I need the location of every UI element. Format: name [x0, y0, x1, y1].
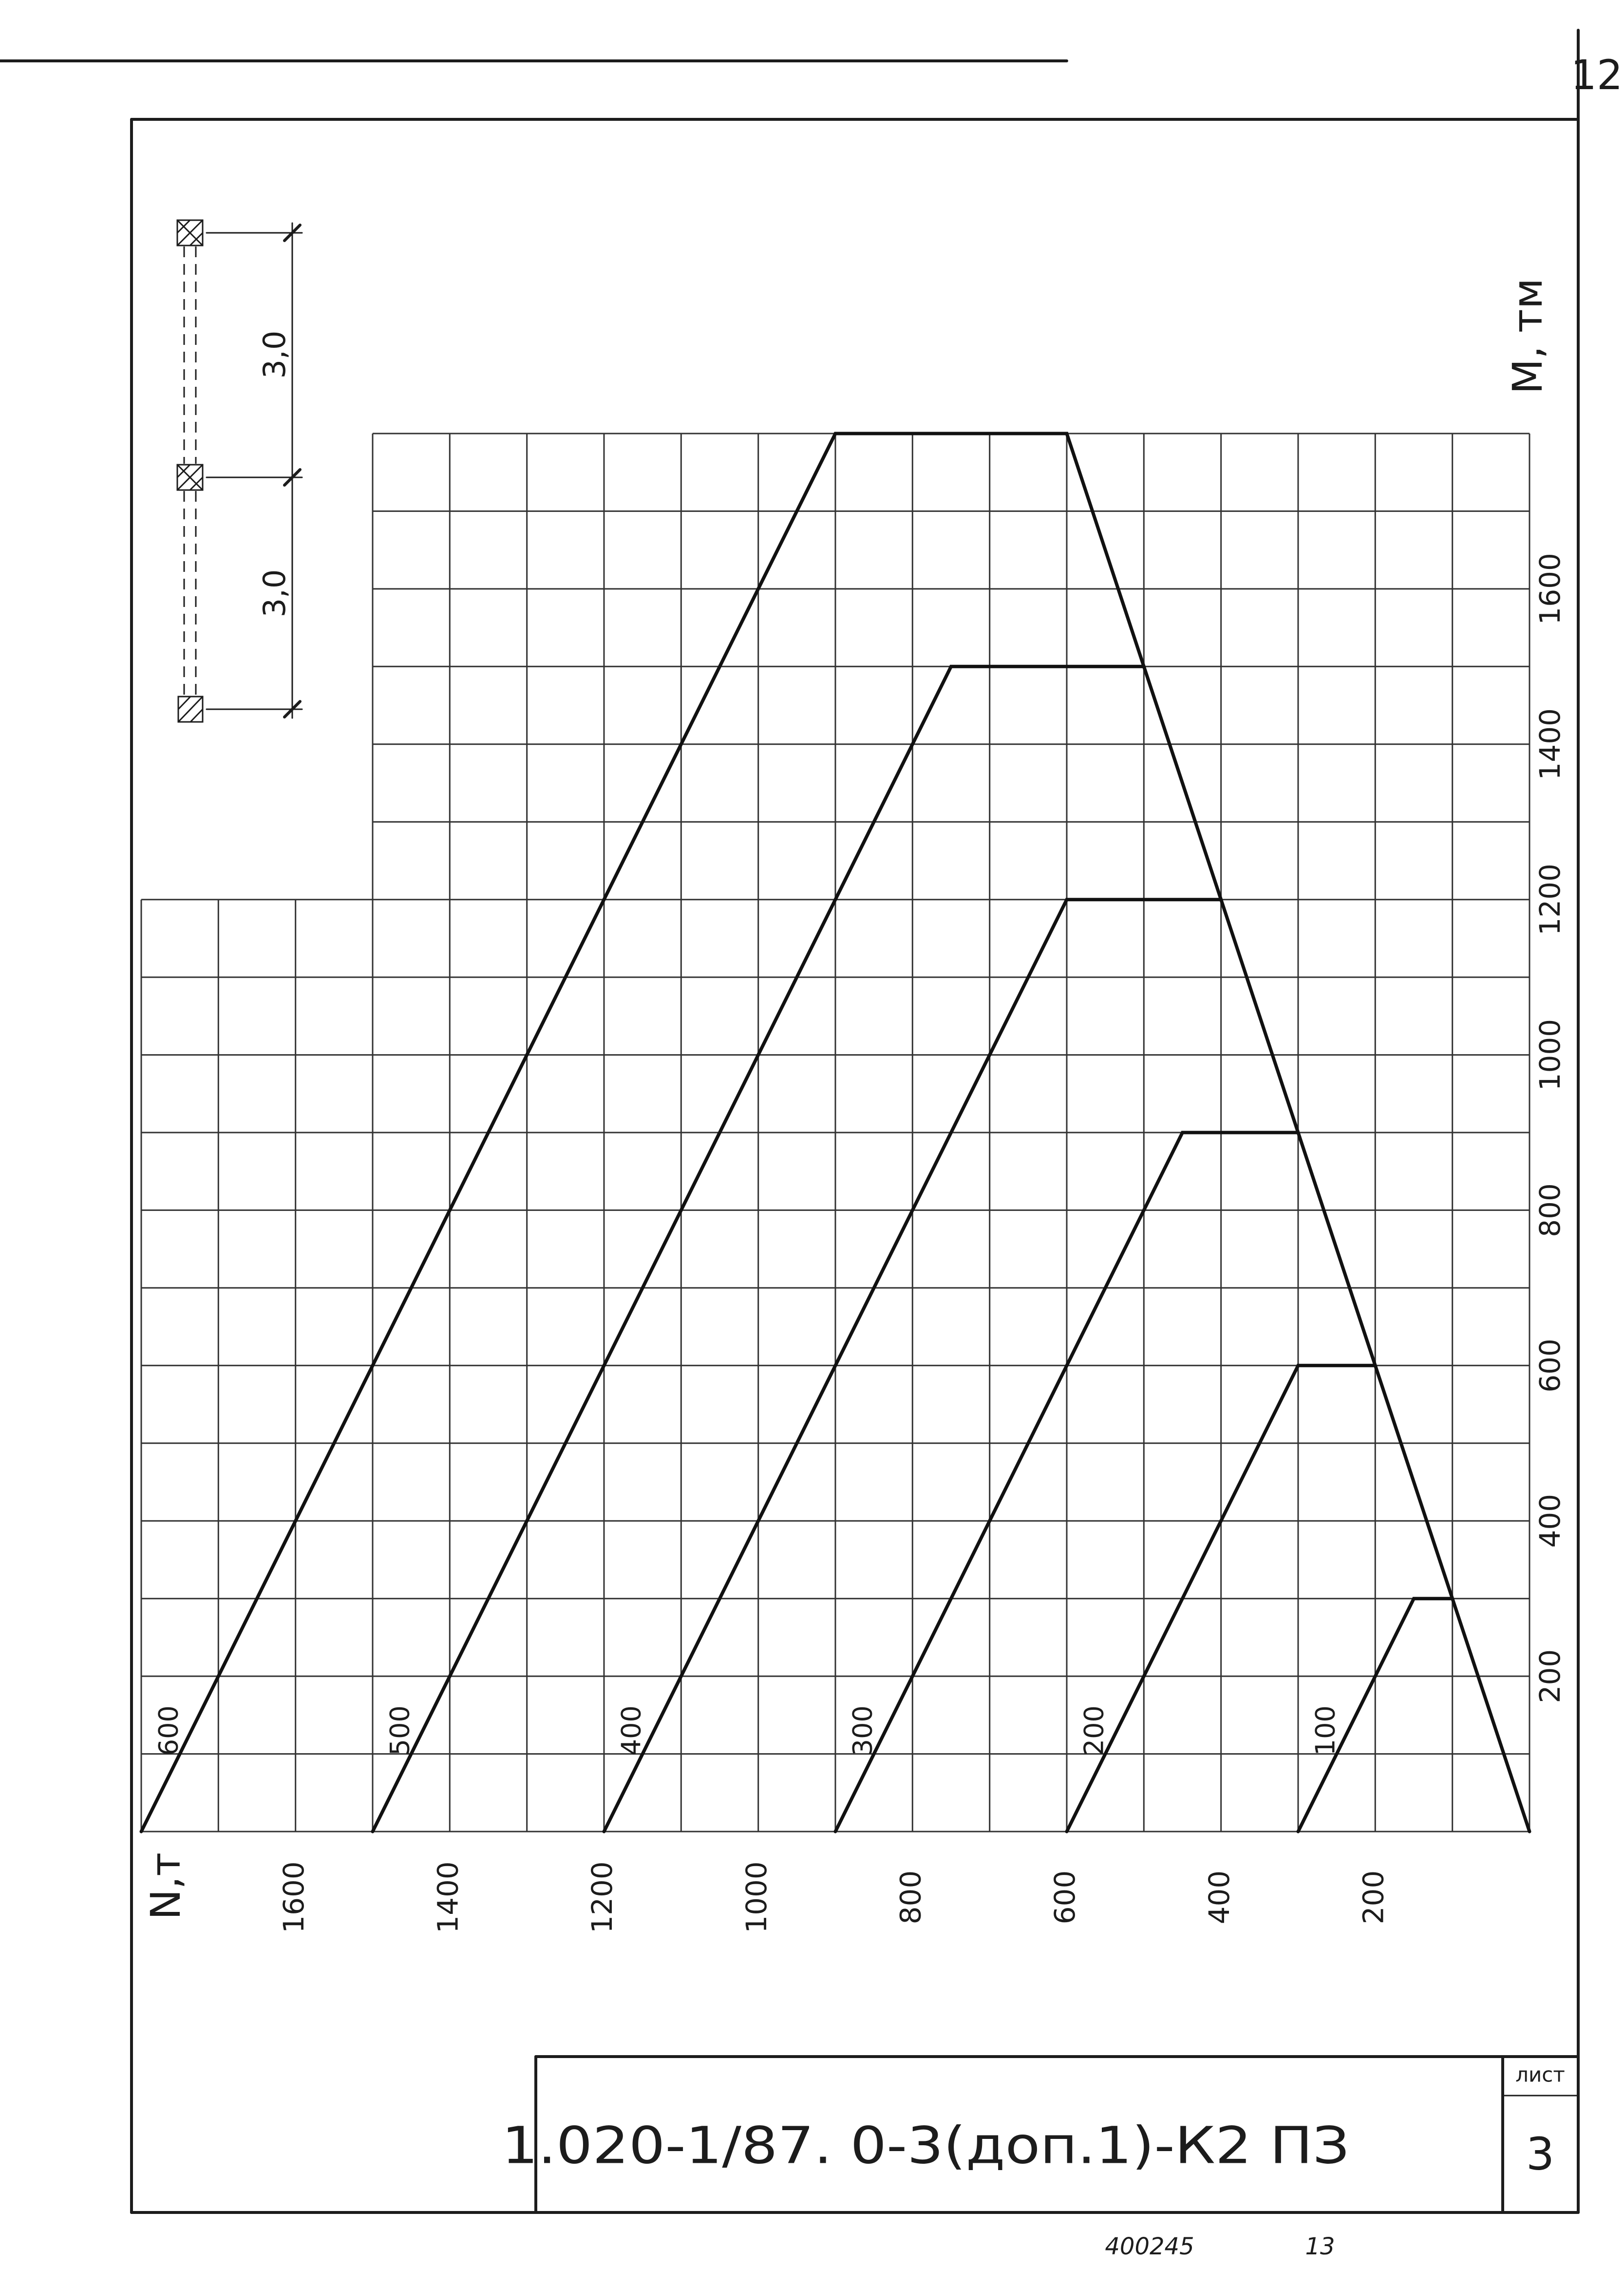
sheet-label: лист [1515, 2063, 1565, 2087]
archive-suffix: 13 [1305, 2233, 1335, 2260]
hatch-line [176, 464, 204, 491]
y-tick-label: 1400 [1533, 708, 1567, 780]
document-designation: 1.020-1/87. 0-3(доп.1)-К2 ПЗ [502, 2116, 1349, 2175]
dimension-tick [283, 224, 302, 242]
spacing-label: 3,0 [257, 569, 292, 618]
series-label: 100 [1310, 1705, 1341, 1756]
series-line-500 [371, 664, 1146, 1833]
hatch-line [189, 708, 204, 723]
series-label: 200 [1079, 1705, 1110, 1756]
y-tick-label: 400 [1533, 1494, 1567, 1548]
column-section-top [176, 219, 204, 246]
x-tick-label: 600 [1048, 1871, 1081, 1925]
chart-grid [140, 433, 1530, 1833]
series-label: 400 [616, 1705, 647, 1756]
dimension-tick [283, 700, 302, 718]
series-label: 500 [385, 1705, 415, 1756]
series-label: 600 [153, 1705, 184, 1756]
series-line-200 [1065, 1363, 1377, 1833]
series-line-300 [833, 1131, 1300, 1833]
sheet-number: 3 [1526, 2128, 1555, 2180]
column-section-bottom [177, 696, 204, 723]
archive-number: 400245 [1105, 2233, 1194, 2260]
hatch-line [177, 696, 191, 710]
series-line-100 [1296, 1597, 1454, 1833]
y-tick-label: 1200 [1533, 864, 1567, 936]
series-line-400 [602, 898, 1223, 1833]
spacing-label: 3,0 [257, 331, 292, 379]
y-tick-label: 600 [1533, 1339, 1567, 1393]
hatch-line [176, 219, 204, 246]
column-layout-scheme: 3,0 3,0 [176, 219, 303, 723]
y-axis-label: M, тм [1504, 278, 1551, 394]
y-axis-tick-labels: 200 400 600 800 1000 1200 1400 1600 [1533, 553, 1567, 1703]
y-tick-label: 1000 [1533, 1019, 1567, 1091]
x-tick-label: 1200 [585, 1861, 619, 1933]
interaction-chart: 600 500 400 300 200 100 1600 1400 1200 1000 800 60… [139, 278, 1567, 1933]
drawing-frame [130, 29, 1580, 2214]
hatch-line [177, 696, 204, 723]
x-tick-label: 800 [894, 1871, 927, 1925]
x-tick-label: 1400 [431, 1861, 464, 1933]
x-tick-label: 1000 [740, 1861, 773, 1933]
chart-series [139, 432, 1531, 1833]
x-tick-label: 200 [1357, 1871, 1390, 1925]
y-tick-label: 800 [1533, 1183, 1567, 1237]
series-label: 300 [848, 1705, 878, 1756]
x-tick-label: 400 [1203, 1871, 1236, 1925]
dimension-tick [283, 468, 302, 487]
column-section-middle [176, 464, 204, 491]
series-labels: 600 500 400 300 200 100 [153, 1705, 1341, 1756]
title-block: 1.020-1/87. 0-3(доп.1)-К2 ПЗ лист 3 [502, 2055, 1580, 2214]
x-axis-tick-labels: 1600 1400 1200 1000 800 600 400 200 [277, 1861, 1390, 1933]
x-axis-label: N,т [142, 1852, 189, 1920]
y-tick-label: 200 [1533, 1649, 1567, 1703]
y-tick-label: 1600 [1533, 553, 1567, 625]
x-tick-label: 1600 [277, 1861, 310, 1933]
